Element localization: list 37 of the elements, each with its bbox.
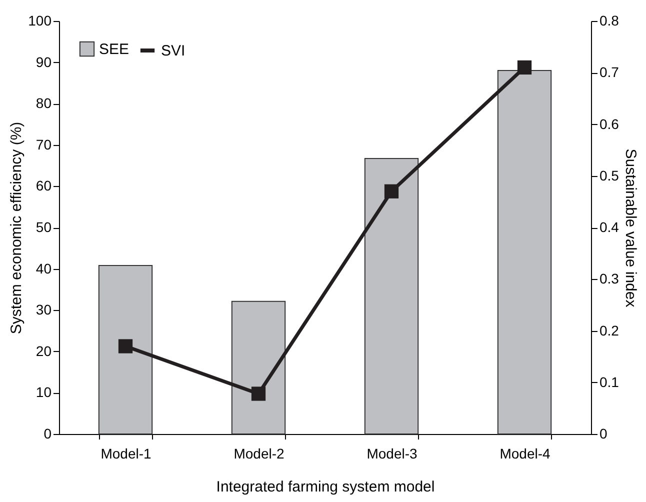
y2-tick-label: 0.6 <box>600 116 620 132</box>
x-tick-label: Model-2 <box>234 446 284 462</box>
y2-tick-label: 0.3 <box>600 270 620 287</box>
y-tick-label: 80 <box>36 95 52 112</box>
y-tick-label: 50 <box>36 219 52 235</box>
y-tick-label: 20 <box>36 342 52 359</box>
y2-tick-label: 0 <box>600 426 608 442</box>
bar <box>497 70 552 434</box>
y-tick-label: 0 <box>44 426 52 442</box>
bar <box>98 264 153 434</box>
y2-tick-label: 0.7 <box>600 64 620 80</box>
point <box>517 60 532 75</box>
legend-label: SVI <box>161 42 186 60</box>
x-axis-title: Integrated farming system model <box>216 478 435 496</box>
y-tick-label: 40 <box>36 260 52 276</box>
y2-tick-label: 0.5 <box>600 167 620 184</box>
legend-label: SEE <box>99 41 130 58</box>
bar <box>364 158 419 434</box>
y-tick-label: 60 <box>36 178 52 194</box>
y-tick-label: 30 <box>36 302 52 318</box>
point <box>384 184 399 198</box>
x-tick-label: Model-4 <box>500 446 550 462</box>
point <box>251 386 266 401</box>
bar <box>231 300 286 434</box>
x-tick-label: Model-3 <box>366 446 418 462</box>
y-tick-label: 100 <box>28 12 52 28</box>
y2-tick-label: 0.2 <box>600 322 620 338</box>
y-tick-label: 70 <box>36 136 52 152</box>
y2-tick-label: 0.1 <box>600 374 620 390</box>
point <box>118 339 133 354</box>
y-tick-label: 90 <box>36 54 52 70</box>
x-tick-label: Model-1 <box>100 446 152 462</box>
y-tick-label: 10 <box>36 384 52 400</box>
y2-tick-label: 0.4 <box>600 219 620 235</box>
y-axis-title: System economic efficiency (%) <box>8 122 26 334</box>
y2-tick-label: 0.8 <box>600 12 620 28</box>
y2-axis-title: Sustainable value index <box>622 148 639 308</box>
